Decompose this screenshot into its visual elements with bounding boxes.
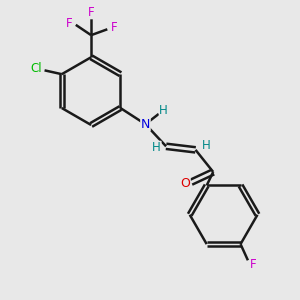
- Text: H: H: [152, 141, 161, 154]
- Text: F: F: [250, 258, 256, 271]
- Text: H: H: [159, 104, 168, 118]
- Text: F: F: [88, 6, 94, 19]
- Text: N: N: [141, 118, 150, 131]
- Text: F: F: [110, 21, 117, 34]
- Text: H: H: [201, 139, 210, 152]
- Text: F: F: [66, 17, 73, 30]
- Text: O: O: [180, 177, 190, 190]
- Text: Cl: Cl: [30, 62, 41, 75]
